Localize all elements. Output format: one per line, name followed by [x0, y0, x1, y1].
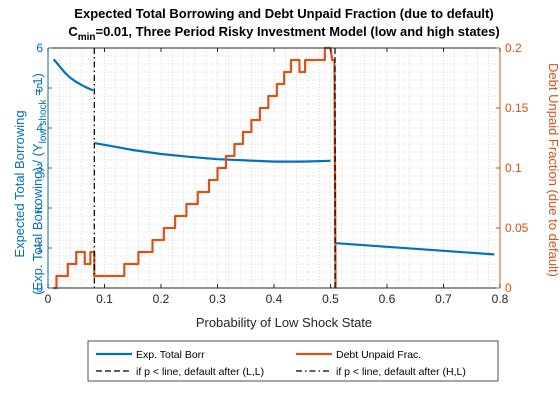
title-c: C — [68, 24, 78, 39]
x-tick-label: 0.3 — [209, 292, 226, 306]
y-right-tick-label: 0.05 — [505, 221, 529, 235]
vline-layer — [93, 48, 336, 288]
y-right-label: Debt Unpaid Fraction (due to default) — [546, 63, 560, 277]
y-left-tick-label: 4 — [36, 121, 43, 135]
legend-label: Debt Unpaid Frac. — [336, 349, 421, 361]
y-right-tick-label: 0.1 — [505, 161, 522, 175]
y-left-tick-label: 6 — [36, 41, 43, 55]
x-tick-label: 0.2 — [153, 292, 170, 306]
tick-labels: 0 0.1 0.2 0.3 0.4 0.5 0.6 0.7 0.8012345600.050.1… — [36, 41, 528, 306]
x-tick-label: 0.4 — [266, 292, 283, 306]
y-left-tick-label: 2 — [36, 201, 43, 215]
y-right-tick-label: 0 — [505, 281, 512, 295]
chart-title-line2: Cmin=0.01, Three Period Risky Investment… — [68, 24, 499, 43]
x-tick-label: 0.5 — [322, 292, 339, 306]
y-left-tick-label: 1 — [36, 241, 43, 255]
y-left-label-line2: (Exp. Total Borrowing) / (Ylow shock = 1… — [30, 73, 49, 295]
legend-label: if p < line, default after (H,L) — [336, 366, 466, 378]
legend: Exp. Total Borr Debt Unpaid Frac. if p < l… — [87, 340, 499, 382]
y-left-tick-label: 3 — [36, 161, 43, 175]
axes — [47, 47, 501, 289]
y-left-label-line1: Expected Total Borrowing — [12, 110, 27, 257]
title-c-sub: min — [78, 32, 96, 43]
legend-label: Exp. Total Borr — [136, 349, 205, 361]
legend-box — [87, 340, 499, 382]
borrowing-line-0 — [52, 58, 94, 92]
unpaid-fraction-line-0 — [53, 46, 337, 290]
y-left-tick-label: 5 — [36, 81, 43, 95]
title-rest: =0.01, Three Period Risky Investment Mod… — [95, 24, 499, 39]
series-layer — [52, 46, 495, 290]
y-right-tick-label: 0.15 — [505, 101, 529, 115]
x-tick-label: 0.1 — [96, 292, 113, 306]
grid — [48, 48, 500, 288]
borrowing-line-1 — [94, 142, 331, 163]
x-tick-label: 0.6 — [379, 292, 396, 306]
x-tick-label: 0.8 — [492, 292, 509, 306]
y-right-tick-label: 0.2 — [505, 41, 522, 55]
x-axis-label: Probability of Low Shock State — [196, 315, 372, 330]
chart-title-line1: Expected Total Borrowing and Debt Unpaid… — [74, 6, 493, 21]
y-left-tick-label: 0 — [36, 281, 43, 295]
x-tick-label: 0 — [45, 292, 52, 306]
x-tick-label: 0.7 — [435, 292, 452, 306]
borrowing-line-2 — [336, 242, 495, 256]
y-left-label: Expected Total Borrowing (Exp. Total Bor… — [12, 73, 49, 295]
legend-label: if p < line, default after (L,L) — [136, 366, 264, 378]
